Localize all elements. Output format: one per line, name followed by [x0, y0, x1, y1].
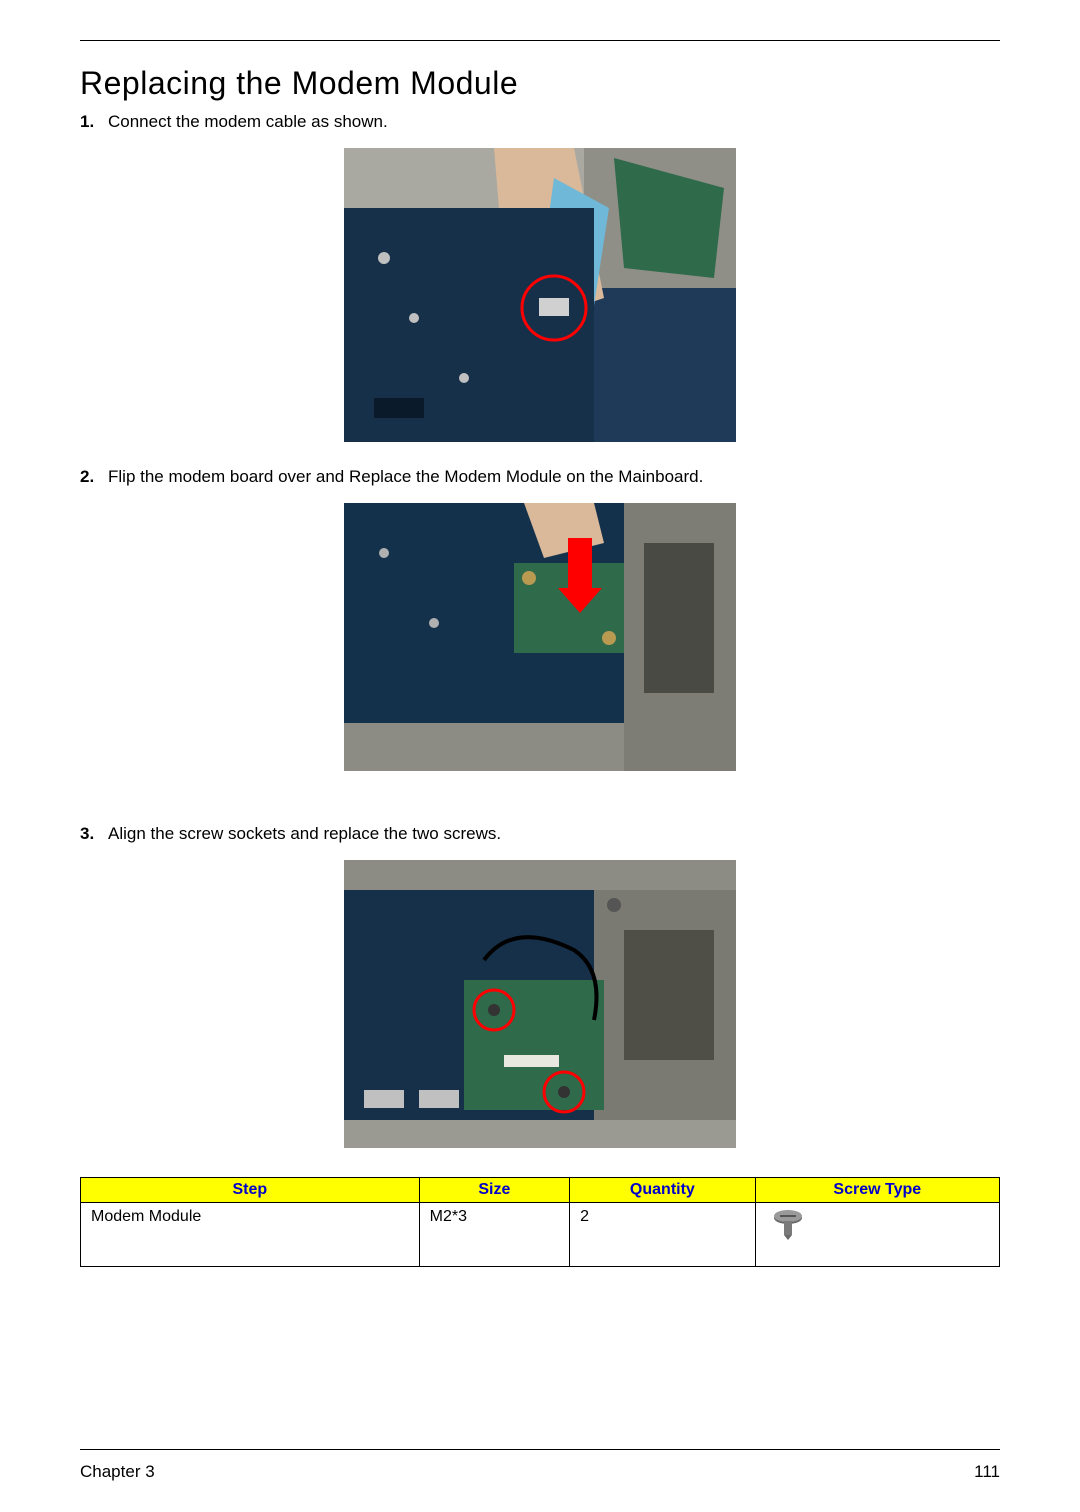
step-1-num: 1.	[80, 112, 94, 132]
footer-left: Chapter 3	[80, 1462, 155, 1482]
page-footer: Chapter 3 111	[80, 1449, 1000, 1482]
steps-list: 1. Connect the modem cable as shown.	[80, 112, 1000, 140]
figure-1	[344, 148, 736, 442]
th-step: Step	[81, 1178, 420, 1203]
figure-3	[344, 860, 736, 1148]
step-3-num: 3.	[80, 824, 94, 844]
figure-2-wrap	[80, 503, 1000, 776]
footer-right: 111	[974, 1462, 1000, 1482]
cell-step: Modem Module	[81, 1203, 420, 1267]
figure-3-wrap	[80, 860, 1000, 1153]
step-1: 1. Connect the modem cable as shown.	[80, 112, 1000, 132]
step-1-text: Connect the modem cable as shown.	[108, 112, 388, 131]
top-rule	[80, 40, 1000, 41]
cell-size: M2*3	[419, 1203, 570, 1267]
figure-2	[344, 503, 736, 771]
screw-table: Step Size Quantity Screw Type Modem Modu…	[80, 1177, 1000, 1267]
step-2: 2. Flip the modem board over and Replace…	[80, 467, 1000, 487]
th-size: Size	[419, 1178, 570, 1203]
cell-screw-type	[755, 1203, 999, 1267]
step-2-text: Flip the modem board over and Replace th…	[108, 467, 703, 486]
step-3-text: Align the screw sockets and replace the …	[108, 824, 501, 843]
step-3: 3. Align the screw sockets and replace t…	[80, 824, 1000, 844]
th-qty: Quantity	[570, 1178, 755, 1203]
table-row: Modem Module M2*3 2	[81, 1203, 1000, 1267]
th-screw-type: Screw Type	[755, 1178, 999, 1203]
steps-list-3: 3. Align the screw sockets and replace t…	[80, 824, 1000, 852]
screw-icon	[766, 1208, 810, 1242]
cell-qty: 2	[570, 1203, 755, 1267]
page-heading: Replacing the Modem Module	[80, 65, 1000, 102]
step-2-num: 2.	[80, 467, 94, 487]
steps-list-2: 2. Flip the modem board over and Replace…	[80, 467, 1000, 495]
figure-1-wrap	[80, 148, 1000, 447]
